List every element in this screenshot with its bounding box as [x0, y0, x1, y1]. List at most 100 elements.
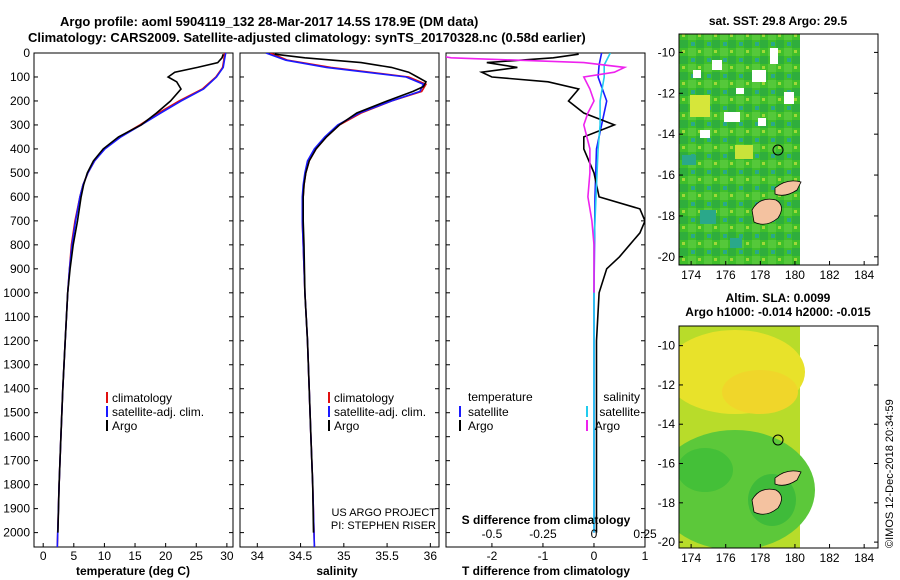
temperature-x-label: temperature (deg C) [76, 564, 190, 578]
legend-swatch-satellite [328, 406, 330, 417]
argo-position-marker [772, 144, 784, 156]
y-tick-label: 600 [10, 190, 30, 204]
map-y-tick-label: -16 [658, 457, 676, 471]
x-tick-label: 1 [642, 549, 649, 563]
x-tick-label: 10 [98, 549, 112, 563]
depth-axis: 0 100 200 300 400 500 600 700 800 900 1000 1100 1200… [3, 46, 233, 540]
series-line-salinity-satellite [593, 53, 612, 533]
series-line-argo [274, 53, 428, 533]
legend-label-satellite: satellite-adj. clim. [112, 405, 204, 419]
x-tick-label: 5 [70, 549, 77, 563]
island-viti-levu [751, 198, 782, 225]
salinity-x-label: salinity [316, 564, 358, 578]
x-tick-label: 15 [128, 549, 142, 563]
island-vanua-levu [774, 180, 802, 196]
y-tick-label: 1900 [3, 502, 30, 516]
map-x-tick-label: 176 [716, 551, 736, 565]
legend-label-argo: Argo [334, 419, 360, 433]
title-line-1: Argo profile: aoml 5904119_132 28-Mar-20… [60, 14, 478, 29]
salinity-panel: 34 34.5 35 35.5 36 climatology satellite-adj… [239, 52, 440, 578]
x-tick-label: 36 [424, 549, 438, 563]
island-viti-levu [751, 488, 782, 515]
difference-plot-frame [445, 52, 646, 548]
map-y-tick-label: -10 [658, 45, 676, 59]
map-y-tick-label: -14 [658, 417, 676, 431]
x-tick-label: 20 [159, 549, 173, 563]
legend-swatch-sal-satellite [586, 406, 588, 417]
y-tick-label: 800 [10, 238, 30, 252]
map-x-tick-label: 174 [681, 551, 701, 565]
s-scale-tick-label: -0.25 [529, 527, 557, 541]
y-tick-label: 1500 [3, 406, 30, 420]
y-tick-label: 1100 [4, 310, 30, 324]
map-y-tick-label: -18 [658, 209, 676, 223]
salinity-x-axis: 34 34.5 35 35.5 36 [251, 543, 438, 563]
temperature-x-axis: 0 5 10 15 20 25 30 [40, 543, 234, 563]
x-tick-label: -1 [538, 549, 549, 563]
x-tick-label: 30 [220, 549, 234, 563]
legend-swatch-climatology [106, 392, 108, 403]
legend-label-sal-argo: Argo [595, 419, 621, 433]
map-x-tick-label: 176 [716, 268, 736, 282]
legend-swatch-argo [106, 420, 108, 431]
legend-label-sal-satellite: satellite [599, 405, 640, 419]
x-tick-label: 0 [40, 549, 47, 563]
project-annotation-line-2: PI: STEPHEN RISER [331, 520, 436, 532]
y-tick-label: 1300 [3, 358, 30, 372]
project-annotation-line-1: US ARGO PROJECT [331, 507, 436, 519]
y-tick-label: 2000 [3, 526, 30, 540]
map-y-tick-label: -12 [658, 378, 676, 392]
map-y-tick-label: -20 [658, 535, 676, 549]
legend-label-climatology: climatology [112, 391, 172, 405]
legend-label-temp-satellite: satellite [468, 405, 509, 419]
temperature-legend: climatology satellite-adj. clim. Argo [106, 391, 204, 433]
map-x-tick-label: 178 [750, 268, 770, 282]
y-tick-label: 1400 [3, 382, 30, 396]
y-tick-label: 1800 [3, 478, 30, 492]
legend-label-satellite: satellite-adj. clim. [334, 405, 426, 419]
y-tick-label: 200 [10, 94, 30, 108]
difference-series [446, 53, 645, 533]
series-line-temperature-argo [478, 53, 645, 533]
difference-x-axis: -2 -1 0 1 [487, 543, 649, 563]
t-difference-x-label: T difference from climatology [462, 564, 630, 578]
map-y-tick-label: -18 [658, 496, 676, 510]
salinity-series [265, 53, 428, 547]
title-line-2: Climatology: CARS2009. Satellite-adjuste… [28, 30, 586, 45]
sst-map-title: sat. SST: 29.8 Argo: 29.5 [709, 14, 848, 28]
series-line-salinity-argo [446, 56, 628, 293]
legend-label-temp-argo: Argo [468, 419, 494, 433]
sst-map-image [679, 34, 878, 265]
map-x-tick-label: 182 [820, 268, 840, 282]
sla-map-panel: Altim. SLA: 0.0099 Argo h1000: -0.014 h2… [658, 291, 879, 565]
map-y-tick-label: -20 [658, 250, 676, 264]
temperature-plot-frame [33, 52, 234, 548]
map-x-tick-label: 174 [681, 268, 701, 282]
difference-legend: temperature satellite Argo salinity sate… [459, 390, 640, 433]
x-tick-label: 35.5 [375, 549, 399, 563]
sst-map-frame [678, 33, 879, 266]
sst-map-axes: 174 176 178 180 182 184 -10 -12 -14 -16 -18 -20 [658, 45, 878, 282]
sla-map-subtitle: Argo h1000: -0.014 h2000: -0.015 [685, 305, 871, 319]
map-x-tick-label: 182 [820, 551, 840, 565]
legend-label-argo: Argo [112, 419, 138, 433]
x-tick-label: 34 [251, 549, 265, 563]
map-y-tick-label: -16 [658, 168, 676, 182]
sla-map-axes: 174 176 178 180 182 184 -10 -12 -14 -16 -18 -20 [658, 339, 878, 565]
map-x-tick-label: 184 [854, 268, 874, 282]
y-tick-label: 400 [10, 142, 30, 156]
sla-map-image [679, 326, 878, 548]
difference-panel: -2 -1 0 1 temperature satellite Argo salini… [445, 52, 705, 578]
y-tick-label: 300 [10, 118, 30, 132]
salinity-depth-ticks [240, 52, 439, 534]
legend-salinity-title: salinity [603, 390, 640, 404]
x-tick-label: -2 [487, 549, 498, 563]
map-y-tick-label: -12 [658, 86, 676, 100]
temperature-series [56, 53, 227, 547]
y-tick-label: 700 [10, 214, 30, 228]
legend-swatch-climatology [328, 392, 330, 403]
s-scale-tick-label: 0 [591, 527, 598, 541]
y-tick-label: 1000 [3, 286, 30, 300]
sla-map-frame [678, 325, 879, 549]
legend-swatch-temp-satellite [459, 406, 461, 417]
